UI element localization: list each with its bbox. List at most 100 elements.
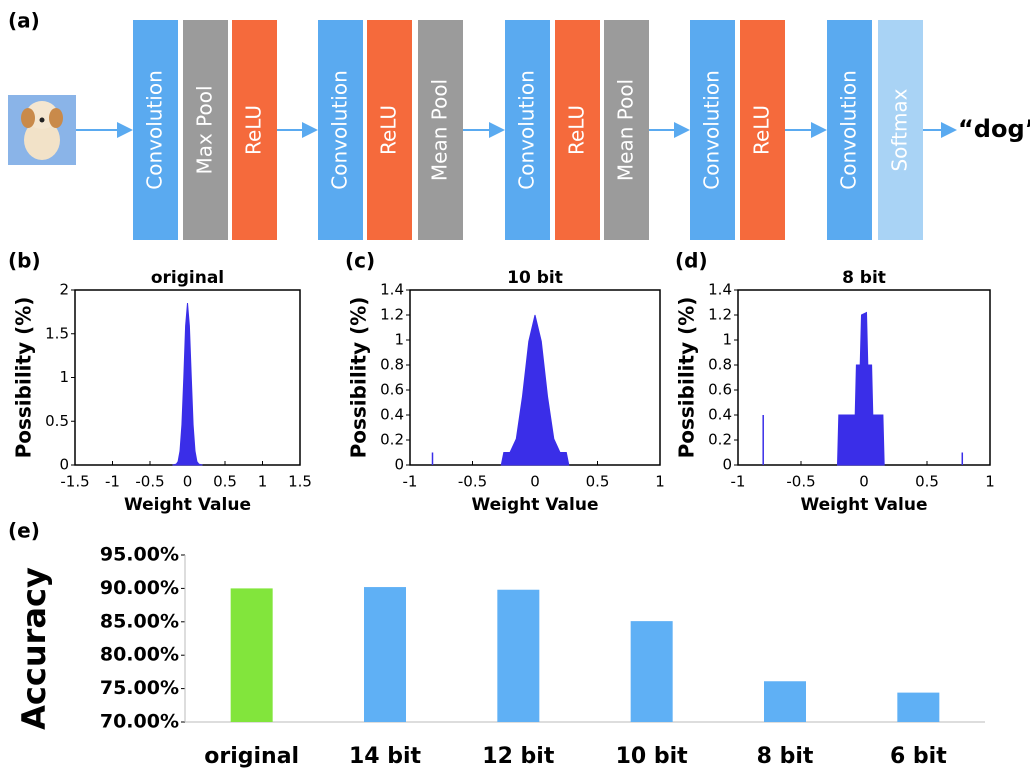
y-tick-label: 2 <box>59 281 69 299</box>
x-tick-label: 6 bit <box>890 744 947 769</box>
distribution-area <box>500 314 570 466</box>
layer-label: Mean Pool <box>428 79 452 181</box>
layer-label: Softmax <box>888 88 912 171</box>
layer-label: ReLU <box>242 105 266 155</box>
x-tick-label: 0 <box>859 473 869 491</box>
y-axis-label: Possibility (%) <box>12 297 36 459</box>
x-tick-label: 14 bit <box>349 744 422 769</box>
x-tick-label: original <box>204 744 299 769</box>
y-tick-label: 1 <box>59 368 69 386</box>
y-tick-label: 1 <box>722 331 732 349</box>
x-tick-label: -0.5 <box>458 473 487 491</box>
x-tick-label: 8 bit <box>757 744 814 769</box>
y-tick-label: 0.4 <box>380 406 404 424</box>
bar <box>630 621 673 722</box>
bar <box>764 681 806 722</box>
layer-label: Convolution <box>515 70 539 190</box>
y-tick-label: 1.4 <box>708 281 732 299</box>
layer-label: ReLU <box>750 105 774 155</box>
x-tick-label: 1 <box>655 473 665 491</box>
y-tick-label: 0.8 <box>380 356 404 374</box>
x-axis-label: Weight Value <box>124 495 251 515</box>
distribution-area <box>836 311 885 466</box>
panel-label: (a) <box>8 9 40 33</box>
x-axis-label: Weight Value <box>472 495 599 515</box>
y-tick-label: 0.6 <box>708 381 732 399</box>
x-tick-label: 1 <box>985 473 995 491</box>
x-tick-label: 1.5 <box>288 473 312 491</box>
y-tick-label: 80.00% <box>100 644 179 666</box>
layer-box <box>690 20 735 240</box>
output-label: “dog” <box>958 115 1030 143</box>
chart-title: 8 bit <box>842 268 886 288</box>
layer-box <box>367 20 412 240</box>
y-tick-label: 70.00% <box>100 711 179 733</box>
layer-box <box>318 20 363 240</box>
y-tick-label: 1.5 <box>45 324 69 342</box>
y-axis-label: Possibility (%) <box>675 297 699 459</box>
panel-label: (e) <box>8 519 40 543</box>
x-tick-label: -1.5 <box>60 473 89 491</box>
x-tick-label: 12 bit <box>482 744 555 769</box>
bar <box>364 587 406 722</box>
layer-box <box>133 20 178 240</box>
x-tick-label: -1 <box>105 473 120 491</box>
layer-box <box>505 20 550 240</box>
x-tick-label: 0 <box>183 473 193 491</box>
panel-label: (d) <box>675 249 708 273</box>
y-tick-label: 0.8 <box>708 356 732 374</box>
y-tick-label: 95.00% <box>100 544 179 566</box>
distribution-area <box>172 303 203 466</box>
y-tick-label: 1 <box>394 331 404 349</box>
panel-label: (c) <box>345 249 375 273</box>
bar <box>497 589 540 722</box>
layer-box <box>418 20 463 240</box>
chart-title: 10 bit <box>507 268 563 288</box>
y-tick-label: 0.2 <box>380 431 404 449</box>
x-tick-label: 1 <box>258 473 268 491</box>
x-tick-label: 10 bit <box>616 744 689 769</box>
layer-label: Convolution <box>700 70 724 190</box>
x-axis-label: Weight Value <box>801 495 928 515</box>
y-tick-label: 1.2 <box>380 306 404 324</box>
bar <box>230 588 273 722</box>
layer-label: Mean Pool <box>614 79 638 181</box>
chart-title: original <box>151 268 224 288</box>
y-tick-label: 0 <box>394 456 404 474</box>
layer-label: Max Pool <box>193 85 217 174</box>
y-tick-label: 1.4 <box>380 281 404 299</box>
layer-box <box>878 20 923 240</box>
y-tick-label: 0 <box>722 456 732 474</box>
layer-box <box>827 20 872 240</box>
x-tick-label: -0.5 <box>135 473 164 491</box>
layer-label: Convolution <box>837 70 861 190</box>
y-tick-label: 90.00% <box>100 577 179 599</box>
x-tick-label: 0.5 <box>586 473 610 491</box>
x-tick-label: -1 <box>403 473 418 491</box>
layer-box <box>740 20 785 240</box>
y-tick-label: 0.4 <box>708 406 732 424</box>
y-tick-label: 0.2 <box>708 431 732 449</box>
y-tick-label: 0.6 <box>380 381 404 399</box>
bar <box>897 692 940 722</box>
y-axis-label: Accuracy <box>15 567 53 730</box>
layer-box <box>555 20 600 240</box>
x-tick-label: 0 <box>530 473 540 491</box>
dog-image <box>8 95 76 165</box>
layer-box <box>183 20 228 240</box>
y-tick-label: 0.5 <box>45 412 69 430</box>
x-tick-label: -0.5 <box>786 473 815 491</box>
y-tick-label: 0 <box>59 456 69 474</box>
y-axis-label: Possibility (%) <box>347 297 371 459</box>
x-tick-label: 0.5 <box>213 473 237 491</box>
x-tick-label: -1 <box>731 473 746 491</box>
layer-label: Convolution <box>328 70 352 190</box>
layer-box <box>604 20 649 240</box>
y-tick-label: 85.00% <box>100 610 179 632</box>
y-tick-label: 1.2 <box>708 306 732 324</box>
y-tick-label: 75.00% <box>100 677 179 699</box>
layer-label: ReLU <box>565 105 589 155</box>
panel-label: (b) <box>8 249 41 273</box>
x-tick-label: 0.5 <box>915 473 939 491</box>
